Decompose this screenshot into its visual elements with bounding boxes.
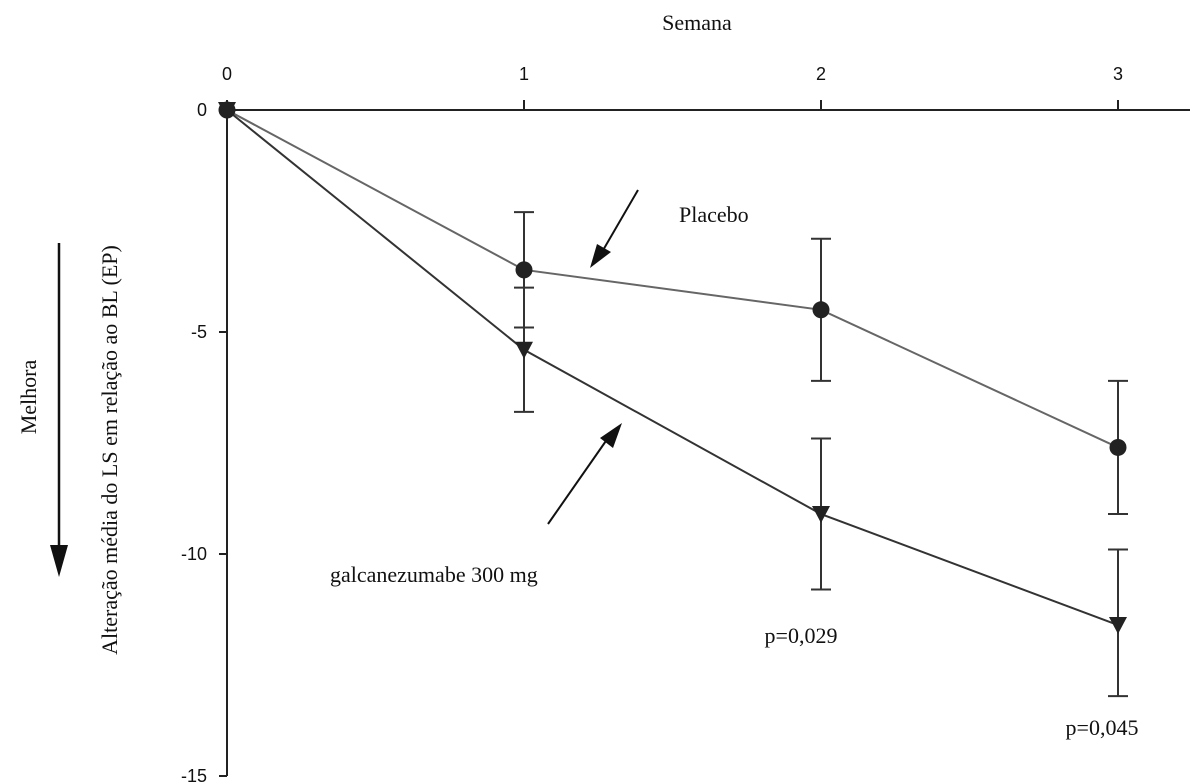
x-tick-label-0: 0 — [222, 64, 232, 84]
x-tick-label-1: 1 — [519, 64, 529, 84]
point-galcanezumab-1 — [515, 341, 533, 359]
x-ticks: 0 1 2 3 — [222, 64, 1123, 110]
point-placebo-2 — [812, 301, 830, 319]
point-galcanezumab-3 — [1109, 617, 1127, 635]
y-tick-label-1: -5 — [191, 322, 207, 342]
series-label-galcanezumab: galcanezumabe 300 mg — [330, 562, 538, 587]
series-line-galcanezumab — [226, 109, 1119, 626]
point-placebo-3 — [1109, 438, 1127, 456]
p-value-week-2: p=0,029 — [765, 623, 838, 648]
series-layer — [218, 101, 1128, 698]
x-tick-label-3: 3 — [1113, 64, 1123, 84]
point-galcanezumab-2 — [812, 506, 830, 524]
y-tick-label-0: 0 — [197, 100, 207, 120]
y-tick-label-3: -15 — [181, 766, 207, 784]
series-line-placebo — [226, 109, 1119, 449]
improvement-arrow-head — [50, 545, 68, 577]
point-placebo-1 — [515, 261, 533, 279]
improvement-label: Melhora — [16, 360, 41, 435]
galcanezumab-callout-arrow — [547, 437, 609, 525]
galcanezumab-callout-arrowhead — [600, 423, 622, 448]
point-galcanezumab-0 — [218, 102, 236, 119]
placebo-callout-arrow — [601, 189, 639, 253]
y-tick-label-2: -10 — [181, 544, 207, 564]
y-ticks: 0 -5 -10 -15 — [181, 100, 227, 784]
x-axis-label: Semana — [662, 10, 732, 35]
placebo-callout-arrowhead — [590, 244, 611, 268]
p-value-week-3: p=0,045 — [1066, 715, 1139, 740]
series-label-placebo: Placebo — [679, 202, 749, 227]
y-axis-label: Alteração média do LS em relação ao BL (… — [97, 245, 122, 655]
x-tick-label-2: 2 — [816, 64, 826, 84]
